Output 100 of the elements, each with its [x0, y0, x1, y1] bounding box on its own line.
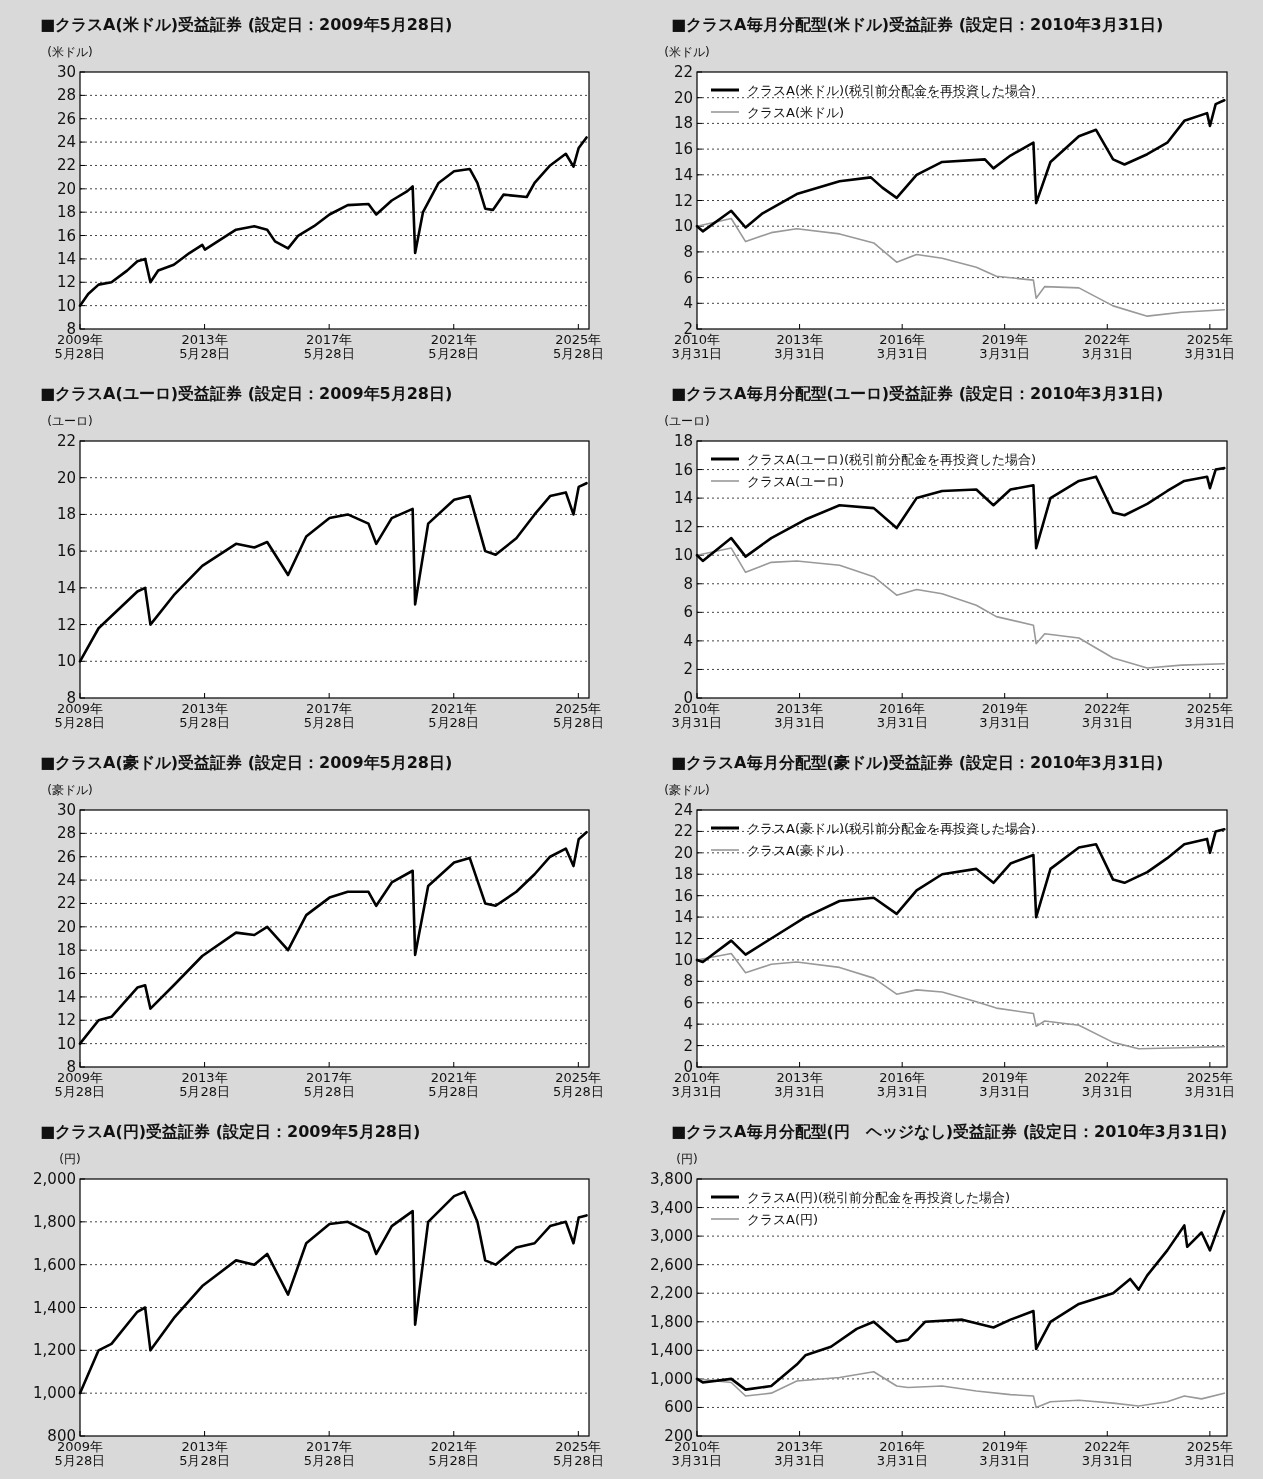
y-tick-label: 18 — [673, 865, 693, 884]
y-tick-label: 20 — [673, 843, 693, 862]
y-axis-title: (ユーロ) — [47, 414, 93, 428]
y-tick-label: 3,800 — [650, 1170, 693, 1188]
x-tick-label: 2019年 3月31日 — [979, 1439, 1031, 1468]
legend-label: クラスA(米ドル) — [747, 105, 845, 120]
x-tick-label: 2025年 3月31日 — [1184, 701, 1236, 730]
legend-label: クラスA(豪ドル)(税引前分配金を再投資した場合) — [747, 821, 1037, 836]
y-tick-label: 16 — [56, 964, 76, 983]
y-tick-label: 1,600 — [33, 1255, 76, 1274]
y-tick-label: 30 — [56, 801, 76, 819]
line-series — [696, 1370, 1226, 1409]
y-axis-title: (豪ドル) — [664, 783, 710, 797]
y-tick-label: 18 — [56, 203, 76, 222]
x-tick-label: 2013年 5月28日 — [179, 332, 230, 361]
y-tick-label: 8 — [683, 972, 693, 991]
x-tick-label: 2025年 3月31日 — [1184, 332, 1236, 361]
y-tick-label: 20 — [56, 179, 76, 198]
y-tick-label: 8 — [683, 574, 693, 593]
y-tick-label: 600 — [664, 1398, 693, 1417]
legend-label: クラスA(豪ドル) — [747, 843, 845, 858]
x-tick-label: 2025年 3月31日 — [1184, 1070, 1236, 1099]
y-axis-title: (豪ドル) — [47, 783, 93, 797]
x-tick-label: 2022年 3月31日 — [1081, 1439, 1133, 1468]
x-tick-label: 2019年 3月31日 — [979, 701, 1031, 730]
y-tick-label: 2,600 — [650, 1255, 693, 1274]
x-tick-label: 2021年 5月28日 — [428, 701, 480, 730]
y-tick-label: 12 — [56, 1011, 76, 1030]
x-tick-label: 2013年 5月28日 — [179, 1439, 230, 1468]
y-tick-label: 10 — [673, 950, 693, 969]
x-tick-label: 2017年 5月28日 — [303, 332, 355, 361]
chart-title: ■クラスA毎月分配型(米ドル)受益証券 (設定日：2010年3月31日) — [671, 15, 1164, 34]
x-tick-label: 2016年 3月31日 — [876, 332, 928, 361]
x-tick-label: 2025年 5月28日 — [552, 701, 604, 730]
chart-title: ■クラスA毎月分配型(ユーロ)受益証券 (設定日：2010年3月31日) — [671, 384, 1164, 403]
y-tick-label: 26 — [56, 109, 76, 128]
y-tick-label: 12 — [673, 517, 693, 536]
y-axis-title: (円) — [676, 1152, 698, 1166]
y-tick-label: 1,000 — [650, 1369, 693, 1388]
y-tick-label: 12 — [56, 273, 76, 292]
y-tick-label: 4 — [683, 1015, 693, 1034]
y-tick-label: 14 — [56, 578, 76, 597]
y-tick-label: 24 — [56, 871, 76, 890]
y-tick-label: 1,000 — [33, 1384, 76, 1403]
y-axis-title: (米ドル) — [47, 45, 93, 59]
y-tick-label: 18 — [56, 505, 76, 524]
legend-label: クラスA(円)(税引前分配金を再投資した場合) — [747, 1190, 1011, 1205]
y-tick-label: 14 — [56, 987, 76, 1006]
x-tick-label: 2016年 3月31日 — [876, 1439, 928, 1468]
y-tick-label: 22 — [56, 156, 76, 175]
legend-label: クラスA(円) — [747, 1212, 819, 1227]
x-tick-label: 2013年 3月31日 — [774, 701, 826, 730]
x-tick-label: 2025年 5月28日 — [552, 332, 604, 361]
chart-title: ■クラスA毎月分配型(円 ヘッジなし)受益証券 (設定日：2010年3月31日) — [671, 1122, 1228, 1141]
legend-label: クラスA(ユーロ) — [747, 474, 845, 489]
y-tick-label: 28 — [56, 824, 76, 843]
y-tick-label: 24 — [56, 133, 76, 152]
y-tick-label: 28 — [56, 86, 76, 105]
y-axis-title: (米ドル) — [664, 45, 710, 59]
y-tick-label: 24 — [673, 801, 693, 819]
y-tick-label: 2 — [683, 1036, 693, 1055]
y-tick-label: 20 — [56, 468, 76, 487]
line-series — [696, 547, 1226, 669]
y-tick-label: 10 — [56, 652, 76, 671]
y-tick-label: 6 — [683, 268, 693, 287]
x-tick-label: 2022年 3月31日 — [1081, 332, 1133, 361]
y-tick-label: 16 — [673, 460, 693, 479]
y-tick-label: 6 — [683, 993, 693, 1012]
y-tick-label: 16 — [673, 886, 693, 905]
y-tick-label: 10 — [56, 1034, 76, 1053]
x-tick-label: 2022年 3月31日 — [1081, 1070, 1133, 1099]
y-tick-label: 4 — [683, 294, 693, 313]
legend-label: クラスA(ユーロ)(税引前分配金を再投資した場合) — [747, 452, 1037, 467]
y-tick-label: 2 — [683, 660, 693, 679]
y-tick-label: 14 — [56, 249, 76, 268]
y-tick-label: 14 — [673, 165, 693, 184]
y-tick-label: 1,200 — [33, 1341, 76, 1360]
x-tick-label: 2013年 3月31日 — [774, 1070, 826, 1099]
x-tick-label: 2016年 3月31日 — [876, 1070, 928, 1099]
line-series — [696, 217, 1226, 317]
y-tick-label: 2,200 — [650, 1284, 693, 1303]
y-tick-label: 30 — [56, 63, 76, 81]
x-tick-label: 2022年 3月31日 — [1081, 701, 1133, 730]
y-tick-label: 16 — [673, 140, 693, 159]
y-tick-label: 1,400 — [650, 1341, 693, 1360]
x-tick-label: 2013年 5月28日 — [179, 1070, 230, 1099]
chart-title: ■クラスA(円)受益証券 (設定日：2009年5月28日) — [40, 1122, 421, 1141]
x-tick-label: 2013年 3月31日 — [774, 1439, 826, 1468]
y-tick-label: 1,800 — [33, 1212, 76, 1231]
y-tick-label: 20 — [673, 88, 693, 107]
y-tick-label: 22 — [673, 63, 693, 81]
y-tick-label: 18 — [56, 941, 76, 960]
y-tick-label: 20 — [56, 917, 76, 936]
y-tick-label: 12 — [673, 191, 693, 210]
y-tick-label: 6 — [683, 603, 693, 622]
y-tick-label: 14 — [673, 908, 693, 927]
x-tick-label: 2017年 5月28日 — [303, 701, 355, 730]
x-tick-label: 2025年 5月28日 — [552, 1439, 604, 1468]
x-tick-label: 2013年 3月31日 — [774, 332, 826, 361]
y-tick-label: 18 — [673, 432, 693, 450]
